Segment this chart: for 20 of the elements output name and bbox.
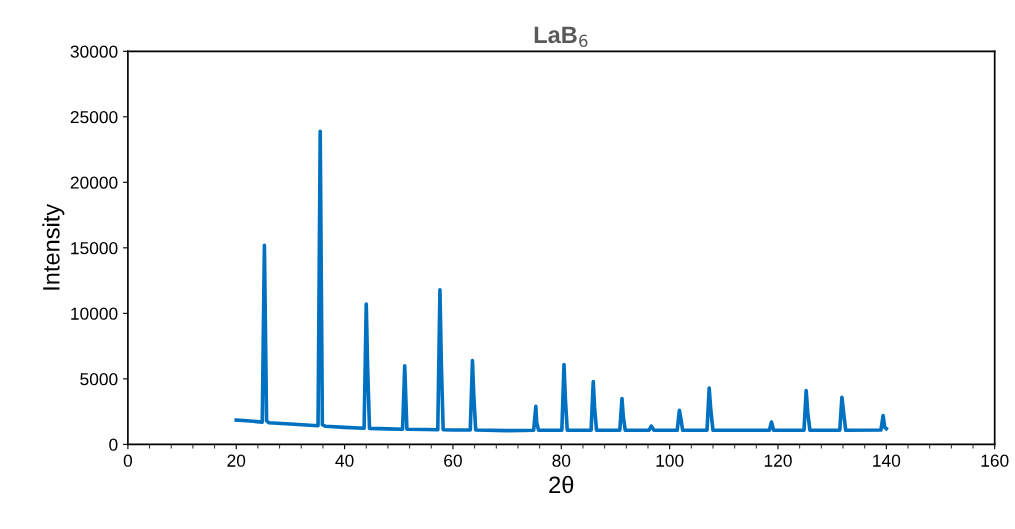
y-tick-label: 20000	[70, 176, 118, 189]
x-tick-label: 80	[552, 454, 571, 467]
x-tick-label: 120	[764, 454, 792, 467]
y-tick-label: 15000	[71, 242, 118, 255]
x-tick-label: 140	[873, 454, 901, 467]
y-tick-label: 10000	[71, 307, 118, 320]
x-tick-label: 20	[227, 454, 246, 467]
chart-title: LaB$_{6}$	[534, 26, 588, 48]
x-tick-label: 0	[123, 454, 133, 467]
y-axis-title: Intensity	[42, 203, 65, 290]
y-tick-label: 30000	[70, 45, 118, 58]
x-tick-label: 40	[335, 454, 354, 467]
line-series	[234, 129, 889, 433]
y-tick-label: 0	[109, 438, 118, 451]
x-axis-title: 2θ	[549, 475, 574, 494]
x-tick-label: 100	[656, 454, 684, 467]
x-tick-label: 160	[981, 454, 1009, 467]
x-tick-label: 60	[444, 454, 462, 467]
y-tick-label: 5000	[80, 373, 118, 386]
y-tick-label: 25000	[70, 110, 118, 124]
